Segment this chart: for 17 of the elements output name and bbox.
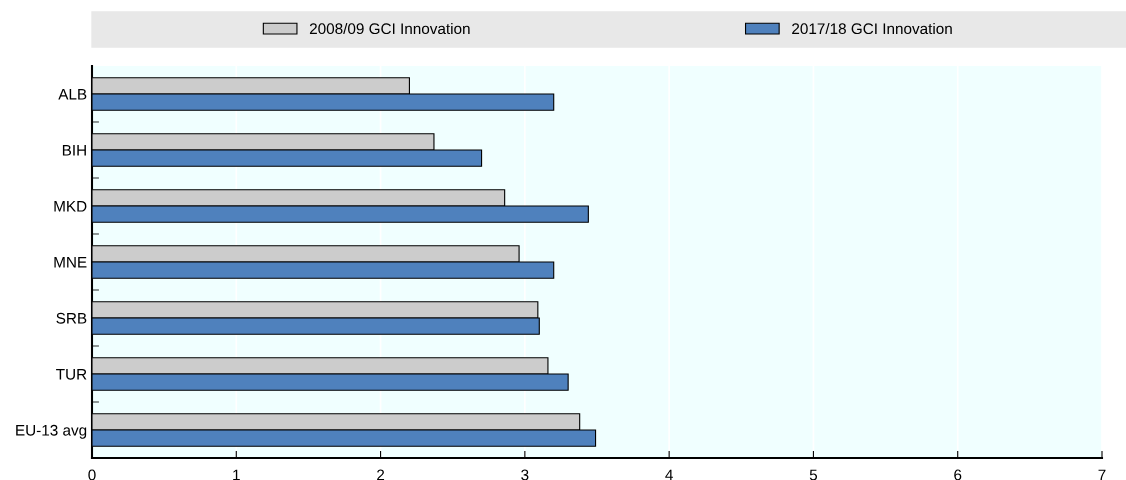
x-tick-label: 6	[954, 469, 962, 480]
x-tick-label: 0	[88, 469, 96, 480]
x-tick-label: 1	[233, 469, 240, 480]
y-tick-label: SRB	[56, 312, 87, 324]
x-tick-label: 7	[1098, 469, 1106, 480]
y-tick-label: BIH	[62, 145, 86, 156]
legend-label: 2017/18 GCI Innovation	[792, 22, 952, 35]
y-tick-label: TUR	[56, 369, 87, 380]
y-tick-label: MNE	[54, 257, 87, 268]
x-tick-label: 3	[521, 469, 529, 480]
legend-label: 2008/09 GCI Innovation	[309, 22, 470, 35]
y-tick-label: ALB	[58, 89, 87, 100]
y-tick-label: MKD	[54, 201, 87, 212]
x-tick-label: 4	[665, 469, 673, 480]
x-tick-label: 2	[377, 469, 385, 480]
y-tick-label: EU-13 avg	[16, 424, 87, 439]
x-tick-label: 5	[809, 469, 818, 480]
